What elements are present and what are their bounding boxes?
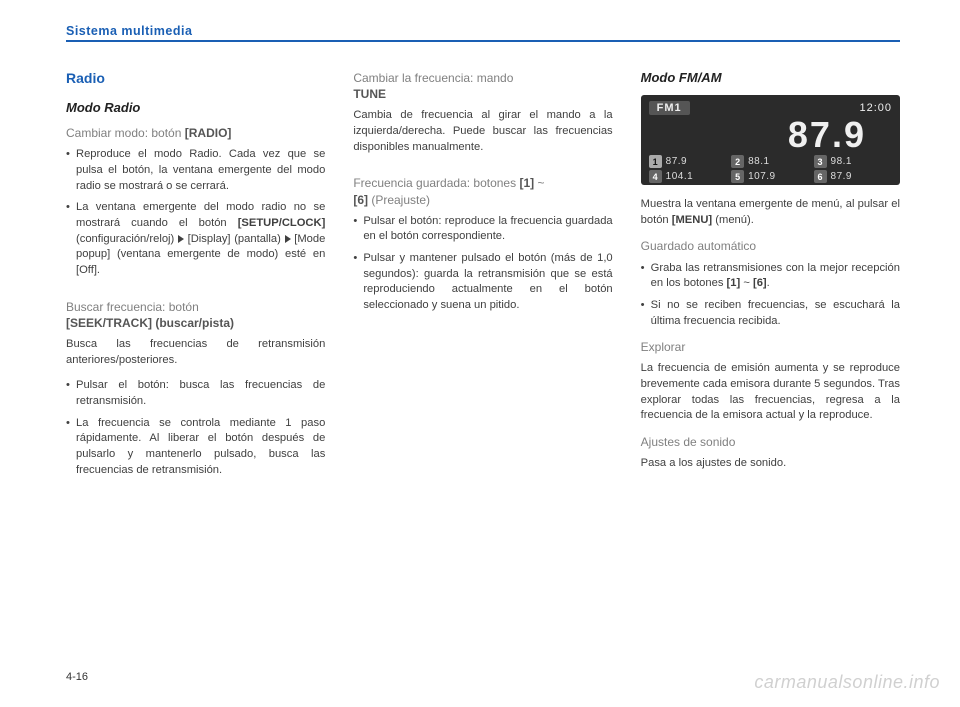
text: Cambiar la frecuencia: mando xyxy=(353,71,513,85)
preset-slot: 187.9 xyxy=(649,155,727,168)
preset-num: 5 xyxy=(731,170,744,183)
cambiar-modo-head: Cambiar modo: botón [RADIO] xyxy=(66,125,325,141)
modo-radio-title: Modo Radio xyxy=(66,100,325,115)
list-item: Pulsar el botón: reproduce la frecuencia… xyxy=(353,214,612,245)
preset-1: [1] xyxy=(519,176,534,190)
preset-slot: 288.1 xyxy=(731,155,809,168)
preset-1: [1] xyxy=(727,277,741,289)
preset-num: 2 xyxy=(731,155,744,168)
buscar-freq-list: Pulsar el botón: busca las frecuencias d… xyxy=(66,378,325,478)
setup-clock-label: [SETUP/CLOCK] xyxy=(238,217,326,229)
freq-guardada-head: Frecuencia guardada: botones [1] ~ [6] (… xyxy=(353,175,612,207)
radio-title: Radio xyxy=(66,70,325,86)
list-item: Reproduce el modo Radio. Cada vez que se… xyxy=(66,147,325,194)
cambiar-freq-desc: Cambia de frecuencia al girar el mando a… xyxy=(353,108,612,155)
ajustes-sonido-head: Ajustes de sonido xyxy=(641,434,900,450)
columns: Radio Modo Radio Cambiar modo: botón [RA… xyxy=(66,70,900,488)
column-2: Cambiar la frecuencia: mando TUNE Cambia… xyxy=(353,70,612,488)
text: (configu­ración/reloj) xyxy=(76,233,178,245)
explorar-desc: La frecuencia de emisión aumenta y se re… xyxy=(641,361,900,424)
preset-num: 6 xyxy=(814,170,827,183)
radio-display: FM1 12:00 87.9 187.9 288.1 398.1 4104.1 … xyxy=(641,95,900,185)
tune-label: TUNE xyxy=(353,87,386,101)
list-item: Pulsar el botón: busca las frecuencias d… xyxy=(66,378,325,409)
display-top-row: FM1 12:00 xyxy=(649,101,892,115)
preset-6: [6] xyxy=(353,193,368,207)
text: Frecuencia guardada: botones xyxy=(353,176,519,190)
preset-val: 88.1 xyxy=(748,156,769,167)
display-band: FM1 xyxy=(649,101,690,115)
column-3: Modo FM/AM FM1 12:00 87.9 187.9 288.1 39… xyxy=(641,70,900,488)
preset-val: 87.9 xyxy=(666,156,687,167)
preset-num: 3 xyxy=(814,155,827,168)
explorar-head: Explorar xyxy=(641,339,900,355)
text: Graba las retransmisiones con la mejor r… xyxy=(651,262,900,290)
cambiar-freq-head: Cambiar la frecuencia: mando TUNE xyxy=(353,70,612,102)
preset-num: 1 xyxy=(649,155,662,168)
seek-track-label: [SEEK/TRACK] (buscar/pista) xyxy=(66,316,234,330)
preset-val: 107.9 xyxy=(748,171,776,182)
modo-fm-am-title: Modo FM/AM xyxy=(641,70,900,85)
preset-val: 98.1 xyxy=(831,156,852,167)
preset-num: 4 xyxy=(649,170,662,183)
cambiar-modo-text: Cambiar modo: botón xyxy=(66,126,185,140)
text: (menú). xyxy=(712,214,754,226)
freq-guardada-list: Pulsar el botón: reproduce la frecuencia… xyxy=(353,214,612,314)
display-frequency: 87.9 xyxy=(649,117,892,153)
list-item: Si no se reciben frecuencias, se escucha… xyxy=(641,298,900,329)
section-header: Sistema multimedia xyxy=(66,24,900,38)
list-item: Graba las retransmisiones con la mejor r… xyxy=(641,261,900,292)
preset-slot: 687.9 xyxy=(814,170,892,183)
buscar-freq-desc: Busca las frecuencias de retransmisión a… xyxy=(66,337,325,368)
watermark: carmanualsonline.info xyxy=(754,672,940,693)
text: . xyxy=(767,277,770,289)
preset-slot: 398.1 xyxy=(814,155,892,168)
text: ~ xyxy=(740,277,753,289)
menu-desc: Muestra la ventana emergente de menú, al… xyxy=(641,197,900,228)
preset-slot: 4 104.1 xyxy=(649,170,727,183)
preset-6: [6] xyxy=(753,277,767,289)
preset-slot: 5 107.9 xyxy=(731,170,809,183)
page: Sistema multimedia Radio Modo Radio Camb… xyxy=(0,0,960,518)
radio-button-label: [RADIO] xyxy=(185,126,232,140)
ajustes-sonido-desc: Pasa a los ajustes de sonido. xyxy=(641,456,900,472)
page-number: 4-16 xyxy=(66,671,88,683)
text: [Display] (pantalla) xyxy=(184,233,285,245)
list-item: La ventana emergente del modo radio no s… xyxy=(66,200,325,278)
guardado-auto-list: Graba las retransmisiones con la mejor r… xyxy=(641,261,900,330)
buscar-freq-head: Buscar frecuencia: botón [SEEK/TRACK] (b… xyxy=(66,299,325,331)
list-item: Pulsar y mantener pulsado el botón (más … xyxy=(353,251,612,314)
text: Buscar frecuencia: botón xyxy=(66,300,199,314)
guardado-auto-head: Guardado automático xyxy=(641,238,900,254)
text: ~ xyxy=(534,176,544,190)
menu-button-label: [MENU] xyxy=(672,214,712,226)
display-time: 12:00 xyxy=(859,101,892,115)
column-1: Radio Modo Radio Cambiar modo: botón [RA… xyxy=(66,70,325,488)
list-item: La frecuencia se controla mediante 1 pas… xyxy=(66,416,325,479)
preset-val: 104.1 xyxy=(666,171,694,182)
preset-val: 87.9 xyxy=(831,171,852,182)
text: (Preajuste) xyxy=(368,193,430,207)
header-rule xyxy=(66,40,900,42)
display-presets: 187.9 288.1 398.1 4104.1 5107.9 687.9 xyxy=(649,155,892,183)
cambiar-modo-list: Reproduce el modo Radio. Cada vez que se… xyxy=(66,147,325,278)
